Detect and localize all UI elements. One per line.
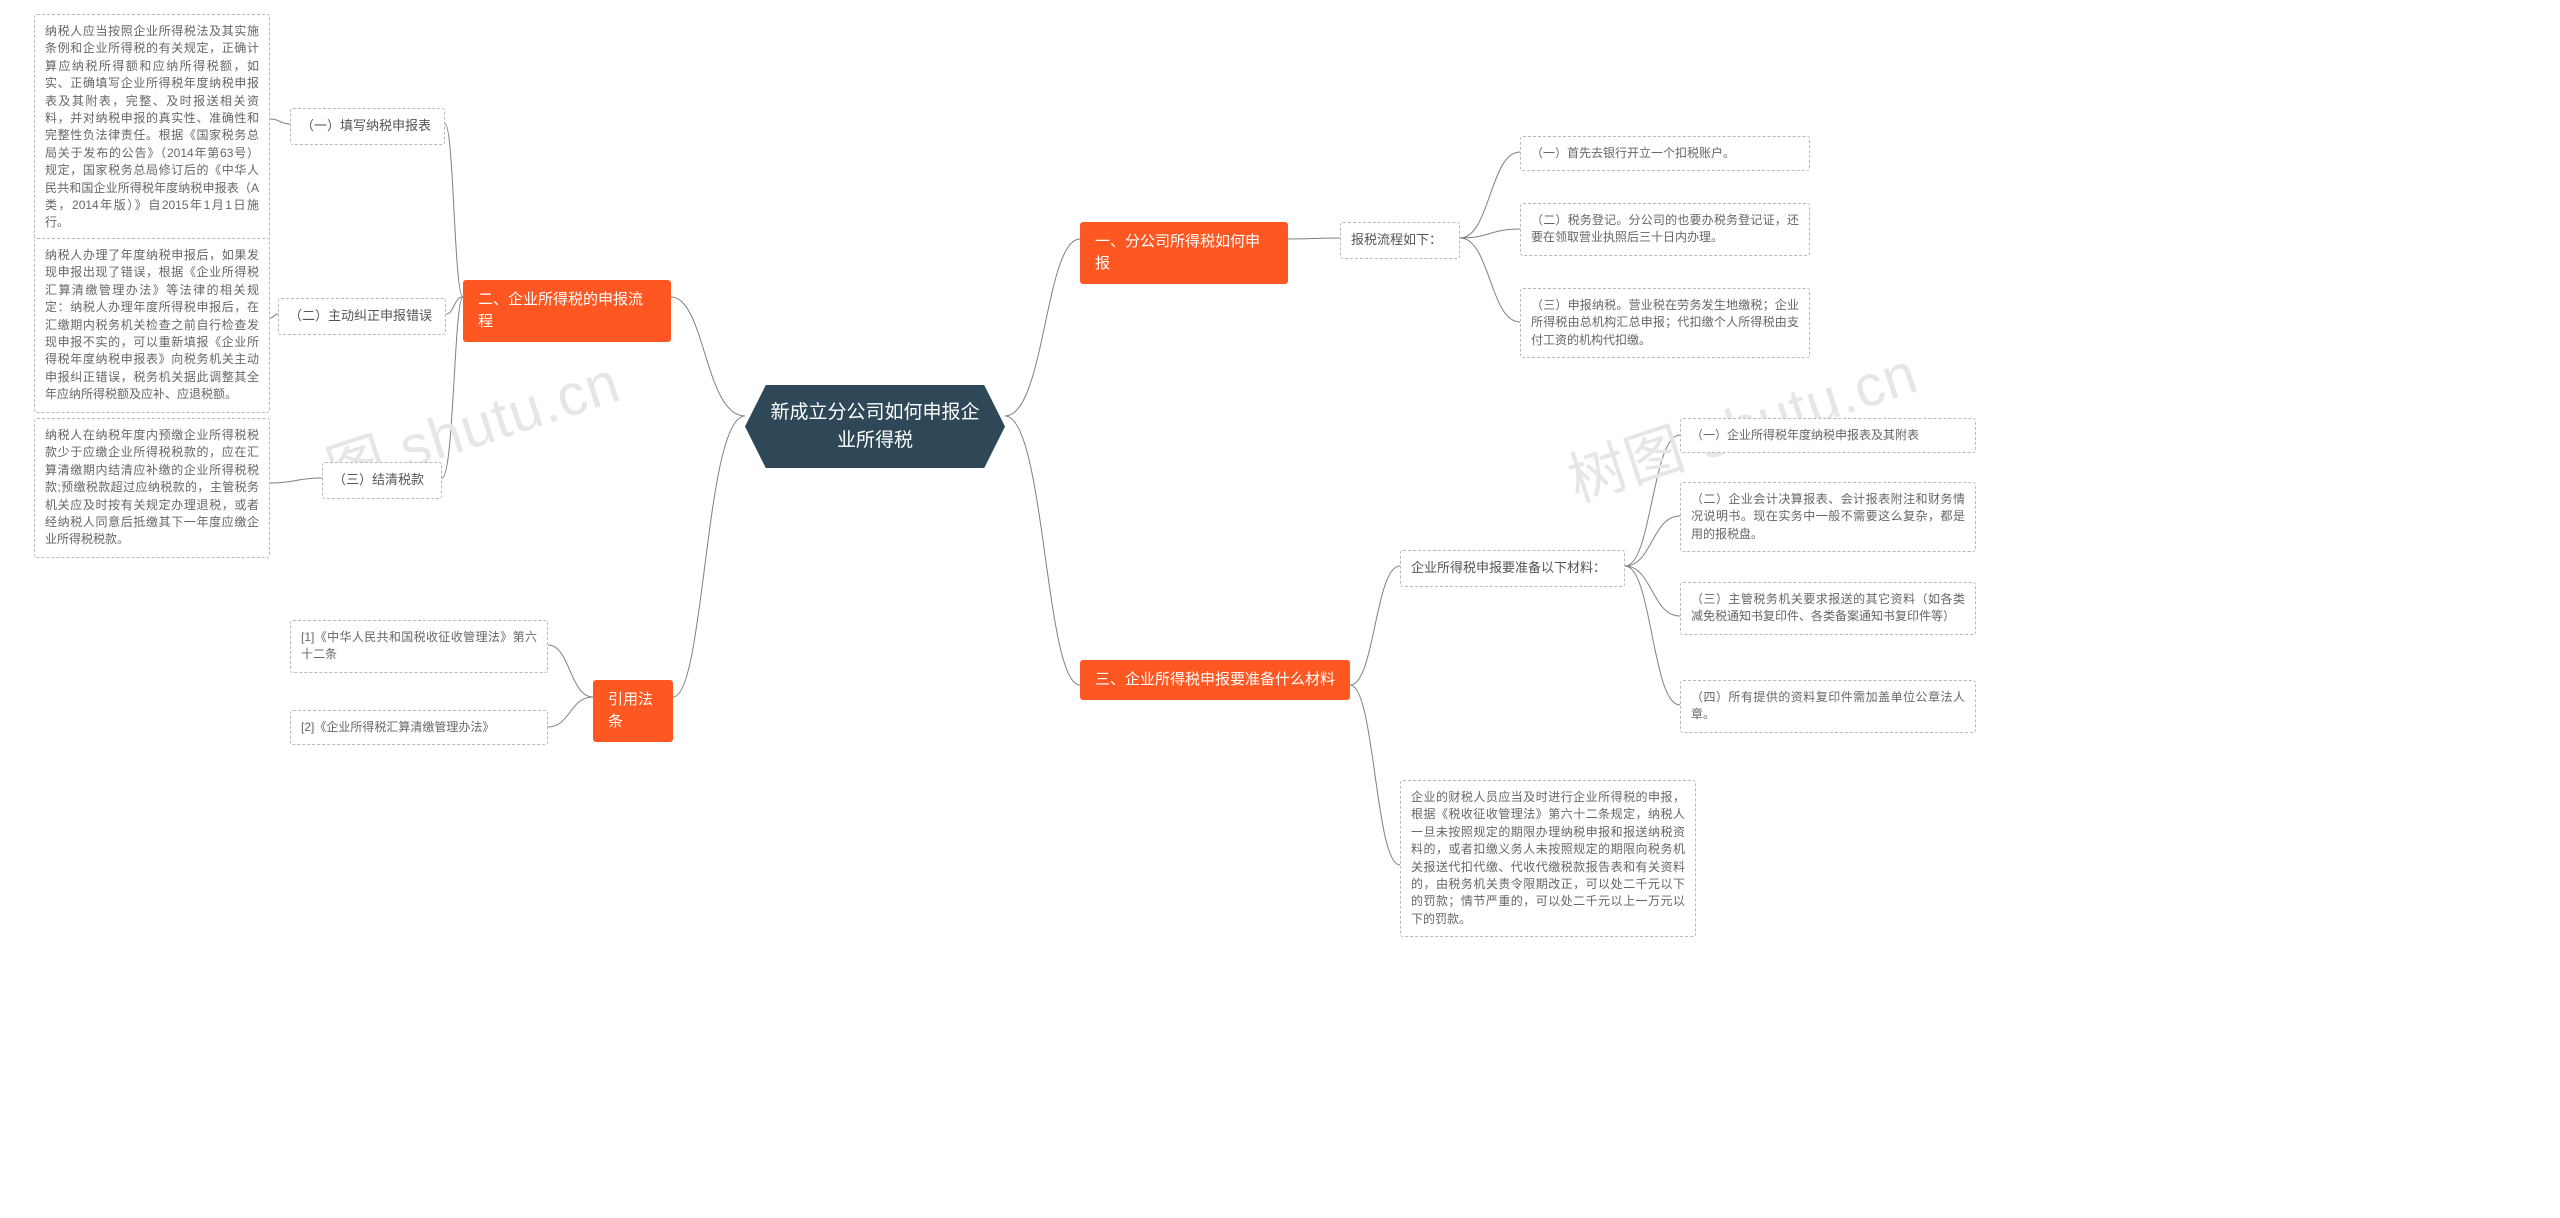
sub-l2-3[interactable]: （三）结清税款 (322, 462, 442, 499)
root-node[interactable]: 新成立分公司如何申报企业所得税 (745, 385, 1005, 468)
leaf-r1-3: （三）申报纳税。营业税在劳务发生地缴税；企业所得税由总机构汇总申报；代扣缴个人所… (1520, 288, 1810, 358)
topic-right-3[interactable]: 三、企业所得税申报要准备什么材料 (1080, 660, 1350, 700)
leaf-r1-2: （二）税务登记。分公司的也要办税务登记证，还要在领取营业执照后三十日内办理。 (1520, 203, 1810, 256)
leaf-r3-4: （四）所有提供的资料复印件需加盖单位公章法人章。 (1680, 680, 1976, 733)
sub-right-3[interactable]: 企业所得税申报要准备以下材料： (1400, 550, 1625, 587)
leaf-l2-3: 纳税人在纳税年度内预缴企业所得税税款少于应缴企业所得税税款的，应在汇算清缴期内结… (34, 418, 270, 558)
sub-right-1[interactable]: 报税流程如下： (1340, 222, 1460, 259)
leaf-l2-1: 纳税人应当按照企业所得税法及其实施条例和企业所得税的有关规定，正确计算应纳税所得… (34, 14, 270, 241)
topic-left-cite[interactable]: 引用法条 (593, 680, 673, 742)
leaf-l2-2: 纳税人办理了年度纳税申报后，如果发现申报出现了错误，根据《企业所得税汇算清缴管理… (34, 238, 270, 413)
leaf-cite-2: [2]《企业所得税汇算清缴管理办法》 (290, 710, 548, 745)
sub-l2-1[interactable]: （一）填写纳税申报表 (290, 108, 445, 145)
connectors-layer (0, 0, 2560, 1218)
leaf-r3-1: （一）企业所得税年度纳税申报表及其附表 (1680, 418, 1976, 453)
topic-left-2[interactable]: 二、企业所得税的申报流程 (463, 280, 671, 342)
topic-right-1[interactable]: 一、分公司所得税如何申报 (1080, 222, 1288, 284)
leaf-r3-2: （二）企业会计决算报表、会计报表附注和财务情况说明书。现在实务中一般不需要这么复… (1680, 482, 1976, 552)
leaf-r3-3: （三）主管税务机关要求报送的其它资料（如各类减免税通知书复印件、各类备案通知书复… (1680, 582, 1976, 635)
leaf-cite-1: [1]《中华人民共和国税收征收管理法》第六十二条 (290, 620, 548, 673)
leaf-r1-1: （一）首先去银行开立一个扣税账户。 (1520, 136, 1810, 171)
note-r3: 企业的财税人员应当及时进行企业所得税的申报，根据《税收征收管理法》第六十二条规定… (1400, 780, 1696, 937)
sub-l2-2[interactable]: （二）主动纠正申报错误 (278, 298, 446, 335)
